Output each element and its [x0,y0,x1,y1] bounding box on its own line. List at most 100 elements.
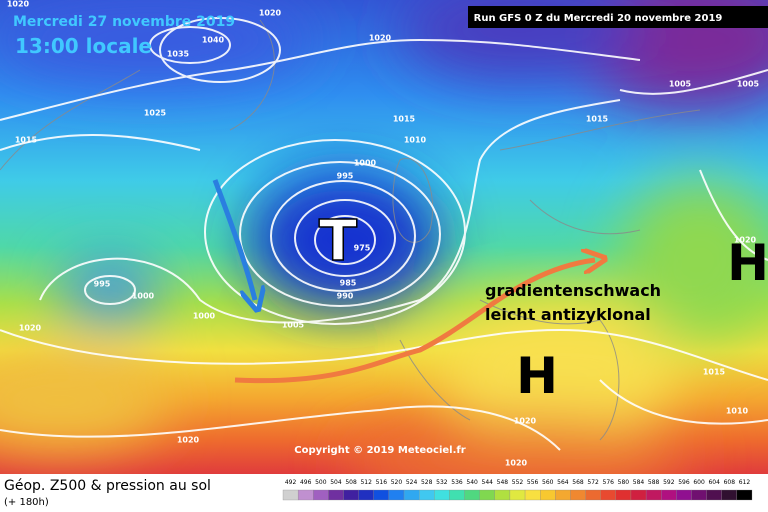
scale-label: 580 [618,479,630,486]
scale-swatch [555,489,571,501]
isobar-label: 1020 [177,436,200,445]
flow-arrow [212,179,255,300]
scale-swatch [388,489,405,501]
scale-label: 552 [512,479,524,486]
isobar-label: 1020 [259,9,282,18]
isobar-label: 1010 [404,136,427,145]
scale-label: 564 [557,479,569,486]
isobar-label: 1015 [15,136,38,145]
scale-label: 540 [466,479,478,486]
isobar-label: 1000 [354,159,377,168]
isobar-label: 1020 [734,236,757,245]
scale-swatch [479,489,495,501]
high-center: H [727,234,768,292]
scale-label: 500 [315,479,327,486]
isobar-label: 990 [337,292,354,301]
color-scale: 492 496 500 504 508 512 516 520 524 528 532 536 540 5… [282,479,753,501]
flow-arrow [234,260,595,384]
scale-label: 568 [572,479,584,486]
scale-label: 596 [678,479,690,486]
footer-lead: (+ 180h) [4,497,49,508]
scale-swatch [343,489,359,501]
scale-label: 584 [633,479,645,486]
scale-swatch [419,489,435,501]
isobar-label: 1020 [369,34,392,43]
scale-swatch [509,489,526,501]
high-center: H [516,347,558,405]
isobar-label: 1020 [19,324,42,333]
scale-label: 572 [587,479,599,486]
scale-swatch [721,489,738,501]
scale-swatch [736,489,753,501]
scale-label: 512 [360,479,372,486]
isobar-labels: 1020 1040 1035 1020 1025 1015 1015 1010 1015 1005… [7,0,760,468]
isobar-label: 1025 [144,109,167,118]
scale-swatch [600,489,616,501]
isobar-label: 985 [340,279,357,288]
scale-swatch [313,489,329,501]
scale-swatch [585,489,601,501]
scale-swatch [615,489,632,501]
scale-label: 608 [724,479,736,486]
isobar-label: 1010 [726,407,749,416]
scale-swatch [403,489,420,501]
scale-swatch [297,489,314,501]
low-center: T [319,209,357,274]
scale-swatch [645,489,662,501]
footer-title: Géop. Z500 & pression au sol [4,478,211,494]
scale-swatch [570,489,586,501]
isobar-label: 1035 [167,50,190,59]
annotation: gradientenschwach [485,281,661,300]
scale-swatch [494,489,511,501]
copyright: Copyright © 2019 Meteociel.fr [294,445,465,456]
scale-swatch [706,489,722,501]
isobar-label: 1005 [282,321,305,330]
scale-swatch [676,489,692,501]
scale-label: 508 [345,479,357,486]
scale-swatch [661,489,677,501]
scale-swatch [282,489,299,501]
scale-swatch [328,489,344,501]
scale-swatch [630,489,647,501]
isobar-label: 995 [94,280,111,289]
scale-label: 536 [451,479,463,486]
scale-label: 504 [330,479,342,486]
run-box [468,6,768,28]
scale-label: 524 [406,479,418,486]
scale-label: 548 [497,479,509,486]
isobar-label: 1040 [202,36,225,45]
scale-label: 592 [663,479,675,486]
isobar-label: 1005 [669,80,692,89]
isobar-label: 1015 [586,115,609,124]
isobar-label: 1020 [7,0,30,9]
isobar-label: 1005 [737,80,760,89]
scale-swatch [464,489,480,501]
scale-label: 492 [285,479,297,486]
scale-label: 600 [693,479,705,486]
scale-swatch [691,489,707,501]
scale-swatch [358,489,374,501]
isobar-label: 1015 [703,368,726,377]
local-time: 13:00 locale [15,34,152,58]
scale-swatch [524,489,541,501]
scale-label: 520 [391,479,403,486]
scale-label: 528 [421,479,433,486]
isobar-label: 1020 [514,417,537,426]
scale-swatch [434,489,450,501]
scale-label: 576 [603,479,615,486]
scale-label: 496 [300,479,312,486]
isobar-label: 1000 [132,292,155,301]
scale-label: 588 [648,479,660,486]
valid-date: Mercredi 27 novembre 2019 [13,14,235,30]
scale-label: 544 [482,479,494,486]
annotation: leicht antizyklonal [485,305,651,324]
scale-label: 516 [376,479,388,486]
isobar-label: 975 [354,244,371,253]
scale-label: 560 [542,479,554,486]
scale-label: 556 [527,479,539,486]
scale-label: 612 [739,479,751,486]
scale-label: 604 [708,479,720,486]
scale-swatch [373,489,390,501]
scale-label: 532 [436,479,448,486]
